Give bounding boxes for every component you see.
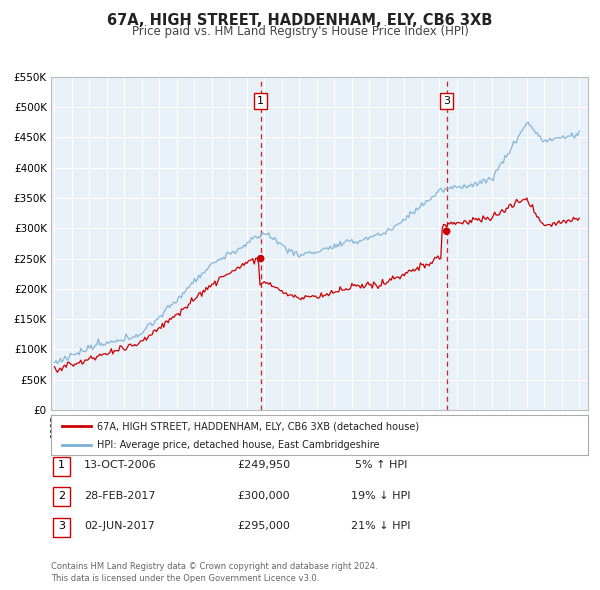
Text: 19% ↓ HPI: 19% ↓ HPI [351,491,411,500]
Text: 1: 1 [257,96,264,106]
Text: 67A, HIGH STREET, HADDENHAM, ELY, CB6 3XB: 67A, HIGH STREET, HADDENHAM, ELY, CB6 3X… [107,13,493,28]
Text: 21% ↓ HPI: 21% ↓ HPI [351,522,411,531]
Text: £249,950: £249,950 [238,460,290,470]
Text: 3: 3 [58,522,65,531]
Text: 13-OCT-2006: 13-OCT-2006 [83,460,157,470]
Text: Contains HM Land Registry data © Crown copyright and database right 2024.
This d: Contains HM Land Registry data © Crown c… [51,562,377,583]
Text: 1: 1 [58,460,65,470]
Text: 2: 2 [58,491,65,500]
Text: 5% ↑ HPI: 5% ↑ HPI [355,460,407,470]
Text: 67A, HIGH STREET, HADDENHAM, ELY, CB6 3XB (detached house): 67A, HIGH STREET, HADDENHAM, ELY, CB6 3X… [97,421,419,431]
Point [256,254,266,263]
Text: 28-FEB-2017: 28-FEB-2017 [84,491,156,500]
Text: Price paid vs. HM Land Registry's House Price Index (HPI): Price paid vs. HM Land Registry's House … [131,25,469,38]
Text: £300,000: £300,000 [238,491,290,500]
Text: HPI: Average price, detached house, East Cambridgeshire: HPI: Average price, detached house, East… [97,440,379,450]
Text: 3: 3 [443,96,450,106]
Point [442,227,451,236]
Text: 02-JUN-2017: 02-JUN-2017 [85,522,155,531]
Text: £295,000: £295,000 [238,522,290,531]
